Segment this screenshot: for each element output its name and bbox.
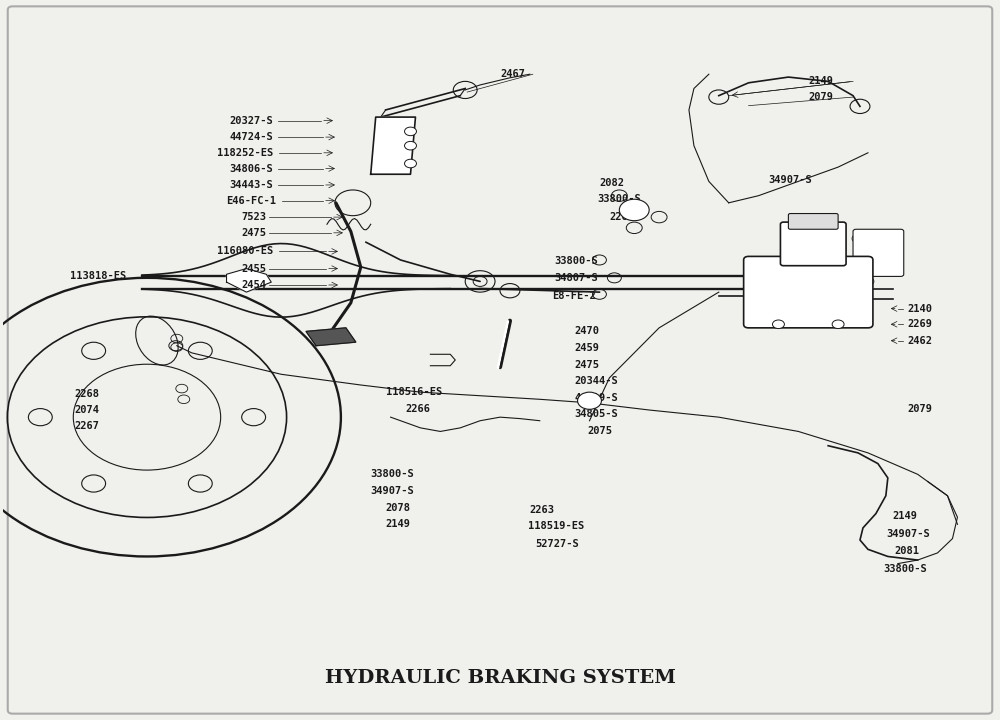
Text: 33800-S: 33800-S (883, 564, 927, 574)
Text: 52727-S: 52727-S (535, 539, 579, 549)
Text: 116080-ES: 116080-ES (217, 246, 273, 256)
Text: E46-FC-1: E46-FC-1 (227, 196, 277, 206)
Text: 2075: 2075 (588, 426, 613, 436)
Circle shape (578, 392, 601, 409)
Text: 2467: 2467 (500, 69, 525, 79)
Polygon shape (306, 328, 356, 346)
Text: 118252-ES: 118252-ES (217, 148, 273, 158)
Text: 118519-ES: 118519-ES (528, 521, 584, 531)
Text: 2267: 2267 (74, 421, 99, 431)
Circle shape (405, 159, 416, 168)
Text: 2140: 2140 (908, 304, 933, 314)
FancyBboxPatch shape (788, 214, 838, 229)
Text: 2081: 2081 (895, 546, 920, 556)
Text: 2149: 2149 (386, 519, 411, 529)
Text: 33800-S: 33800-S (555, 256, 598, 266)
Text: 33800-S: 33800-S (371, 469, 414, 480)
Circle shape (405, 127, 416, 135)
Circle shape (772, 320, 784, 328)
Text: 20344-S: 20344-S (575, 377, 618, 387)
Text: 34805-S: 34805-S (575, 408, 618, 418)
Text: 2079: 2079 (908, 404, 933, 413)
FancyBboxPatch shape (780, 222, 846, 266)
Text: 44719-S: 44719-S (575, 393, 618, 403)
Text: 2263: 2263 (530, 505, 555, 515)
Text: 2078: 2078 (386, 503, 411, 513)
Text: 2475: 2475 (241, 228, 266, 238)
FancyBboxPatch shape (8, 6, 992, 714)
Text: 2475: 2475 (575, 360, 600, 370)
Circle shape (832, 320, 844, 328)
Text: 2268: 2268 (74, 390, 99, 400)
FancyBboxPatch shape (744, 256, 873, 328)
Text: 2149: 2149 (808, 76, 833, 86)
Circle shape (405, 141, 416, 150)
Text: 34443-S: 34443-S (230, 180, 273, 190)
Text: 2074: 2074 (74, 405, 99, 415)
Text: 113818-ES: 113818-ES (70, 271, 127, 281)
Text: 2269: 2269 (908, 319, 933, 329)
Text: HYDRAULIC BRAKING SYSTEM: HYDRAULIC BRAKING SYSTEM (325, 669, 675, 687)
Text: 20327-S: 20327-S (230, 116, 273, 126)
Polygon shape (371, 117, 415, 174)
Text: 2462: 2462 (908, 336, 933, 346)
Text: 44724-S: 44724-S (230, 132, 273, 142)
Text: 2454: 2454 (241, 280, 266, 290)
FancyBboxPatch shape (853, 229, 904, 276)
Text: 2455: 2455 (241, 264, 266, 274)
Text: E8-FE-2: E8-FE-2 (552, 291, 595, 301)
Text: 7523: 7523 (241, 212, 266, 222)
Text: 34907-S: 34907-S (886, 528, 930, 539)
Circle shape (619, 199, 649, 221)
Text: 2459: 2459 (575, 343, 600, 353)
Text: 118516-ES: 118516-ES (386, 387, 442, 397)
Text: 2079: 2079 (808, 92, 833, 102)
Text: 2266: 2266 (406, 404, 431, 413)
Text: 2149: 2149 (893, 510, 918, 521)
Text: 34807-S: 34807-S (555, 273, 598, 283)
Text: 34907-S: 34907-S (371, 486, 414, 496)
Text: 33800-S: 33800-S (597, 194, 641, 204)
Polygon shape (227, 269, 271, 292)
Text: 34806-S: 34806-S (230, 163, 273, 174)
Text: 2470: 2470 (575, 326, 600, 336)
Text: 2082: 2082 (599, 178, 624, 188)
Text: 2264: 2264 (609, 212, 634, 222)
Text: 34907-S: 34907-S (769, 175, 812, 185)
